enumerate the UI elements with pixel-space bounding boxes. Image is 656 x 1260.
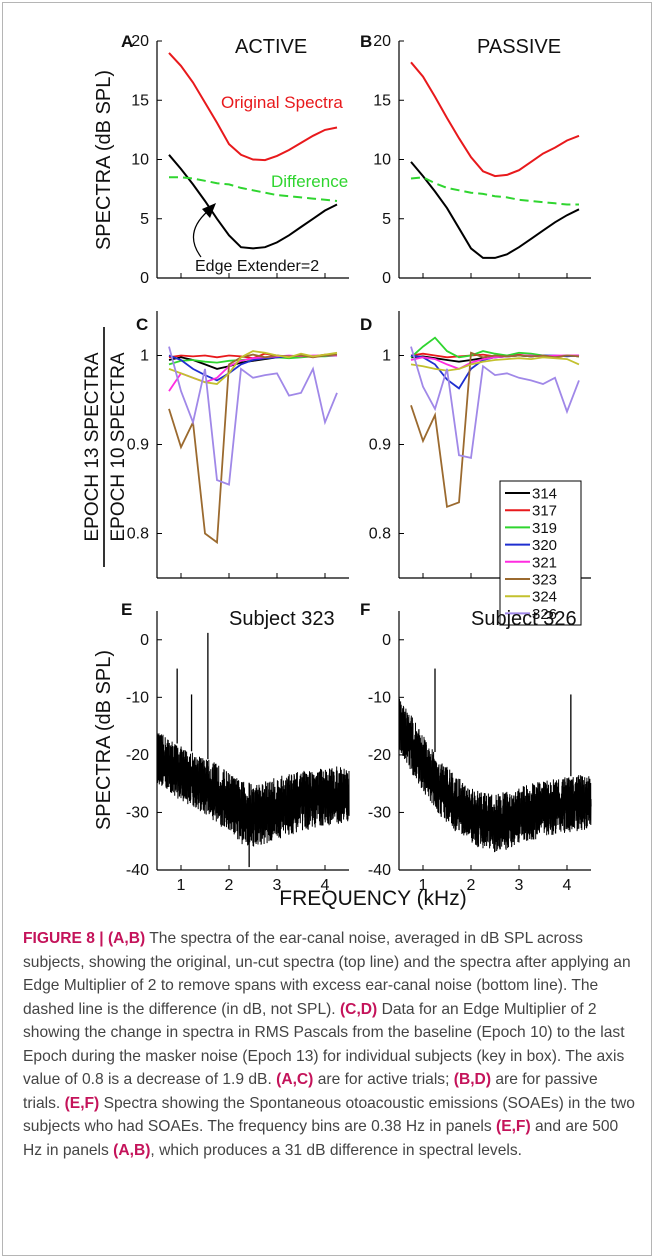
- annotation-edge-extender: Edge Extender=2: [195, 258, 319, 275]
- series-line-324-D: [410, 356, 580, 372]
- y-axis-label-bottom: SPECTRA (dB SPL): [93, 650, 115, 830]
- annotation-arrow-curve: [192, 210, 209, 258]
- panel-title-F: Subject 326: [471, 608, 577, 630]
- y-tick-label-A: 20: [131, 33, 149, 50]
- panel-letter-b: B: [360, 32, 372, 51]
- legend-label-319: 319: [532, 520, 557, 537]
- series-line-edge-B: [410, 161, 580, 259]
- y-tick-label-C: 0.9: [127, 437, 149, 454]
- series-line-original-A: [168, 52, 338, 162]
- panel-letter-f: F: [360, 600, 370, 619]
- y-tick-label-B: 10: [373, 152, 391, 169]
- y-tick-label-B: 15: [373, 92, 391, 109]
- y-tick-label-A: 5: [140, 211, 149, 228]
- y-axis-label-top: SPECTRA (dB SPL): [93, 70, 115, 250]
- y-tick-label-D: 0.9: [369, 437, 391, 454]
- legend-label-324: 324: [532, 589, 557, 606]
- y-tick-label-F: -20: [368, 747, 391, 764]
- legend-label-326: 326: [532, 606, 557, 623]
- x-tick-label-F: 1: [419, 877, 428, 894]
- legend-label-317: 317: [532, 503, 557, 520]
- y-tick-label-C: 0.8: [127, 526, 149, 543]
- y-tick-label-A: 0: [140, 270, 149, 287]
- y-tick-label-F: 0: [382, 632, 391, 649]
- legend-label-314: 314: [532, 486, 557, 503]
- y-tick-label-C: 1: [140, 348, 149, 365]
- legend-label-321: 321: [532, 554, 557, 571]
- y-tick-label-A: 15: [131, 92, 149, 109]
- annotation-difference: Difference: [271, 172, 348, 191]
- panel-title-E: Subject 323: [229, 608, 335, 630]
- series-line-323-C: [168, 353, 338, 545]
- y-tick-label-B: 5: [382, 211, 391, 228]
- annotation-original-spectra: Original Spectra: [221, 93, 343, 112]
- x-tick-label-F: 3: [515, 877, 524, 894]
- panel-letter-a: A: [121, 32, 133, 51]
- y-tick-label-E: -20: [126, 747, 149, 764]
- y-tick-label-E: -30: [126, 804, 149, 821]
- series-line-323-D: [410, 351, 580, 509]
- y-tick-label-F: -10: [368, 689, 391, 706]
- panel-letter-d: D: [360, 315, 372, 334]
- panel-title-A: ACTIVE: [235, 36, 307, 58]
- y-tick-label-D: 1: [382, 348, 391, 365]
- x-tick-label-F: 4: [563, 877, 572, 894]
- x-tick-label-E: 3: [273, 877, 282, 894]
- y-axis-label-epoch13: EPOCH 13 SPECTRA: [82, 352, 103, 541]
- series-line-319-D: [410, 336, 580, 359]
- y-tick-label-D: 0.8: [369, 526, 391, 543]
- legend-label-320: 320: [532, 537, 557, 554]
- y-tick-label-B: 20: [373, 33, 391, 50]
- noise-spectrum-F: [398, 698, 592, 853]
- series-line-324-C: [168, 350, 338, 385]
- series-line-edge-A: [168, 154, 338, 250]
- noise-spectrum-E: [156, 733, 350, 847]
- y-tick-label-E: -10: [126, 689, 149, 706]
- panel-letter-c: C: [136, 315, 148, 334]
- y-tick-label-F: -30: [368, 804, 391, 821]
- y-tick-label-E: 0: [140, 632, 149, 649]
- x-tick-label-F: 2: [467, 877, 476, 894]
- panel-letter-e: E: [121, 600, 132, 619]
- series-line-original-B: [410, 61, 580, 178]
- x-tick-label-E: 4: [321, 877, 330, 894]
- series-line-difference-A: [169, 176, 338, 202]
- y-tick-label-E: -40: [126, 862, 149, 879]
- y-tick-label-B: 0: [382, 270, 391, 287]
- panel-title-B: PASSIVE: [477, 36, 561, 58]
- x-axis-label: FREQUENCY (kHz): [279, 887, 466, 910]
- x-tick-label-E: 2: [225, 877, 234, 894]
- series-line-326-D: [410, 346, 580, 459]
- series-line-320-C: [168, 354, 337, 382]
- y-tick-label-F: -40: [368, 862, 391, 879]
- series-line-326-C: [168, 346, 338, 486]
- legend-label-323: 323: [532, 572, 557, 589]
- figure-caption: FIGURE 8 | (A,B) The spectra of the ear-…: [23, 930, 635, 1159]
- series-line-difference-B: [410, 176, 579, 206]
- y-axis-label-epoch10: EPOCH 10 SPECTRA: [108, 352, 129, 541]
- x-tick-label-E: 1: [177, 877, 186, 894]
- annotation-arrow-head: [202, 203, 216, 218]
- legend-box: [499, 480, 582, 626]
- y-tick-label-A: 10: [131, 152, 149, 169]
